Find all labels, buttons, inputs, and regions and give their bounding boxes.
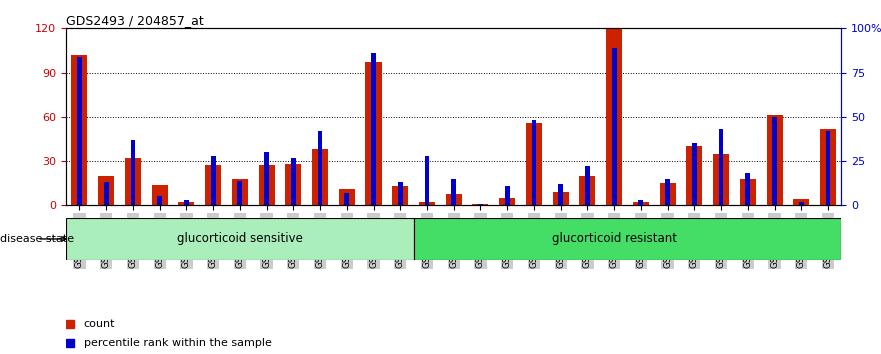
Bar: [611, 48, 617, 205]
Bar: [344, 193, 349, 205]
Text: glucorticoid sensitive: glucorticoid sensitive: [177, 233, 303, 245]
Bar: [526, 123, 542, 205]
Bar: [77, 57, 82, 205]
Bar: [98, 176, 115, 205]
Bar: [580, 176, 596, 205]
Bar: [66, 218, 413, 260]
Bar: [238, 181, 242, 205]
Bar: [766, 115, 782, 205]
Bar: [130, 140, 136, 205]
Bar: [446, 194, 462, 205]
Bar: [258, 166, 275, 205]
Text: GDS2493 / 204857_at: GDS2493 / 204857_at: [66, 14, 204, 27]
Bar: [451, 179, 456, 205]
Bar: [184, 200, 189, 205]
Bar: [178, 202, 195, 205]
Bar: [585, 166, 589, 205]
Bar: [825, 131, 831, 205]
Bar: [660, 183, 676, 205]
Bar: [559, 184, 563, 205]
Bar: [392, 186, 408, 205]
Bar: [686, 146, 702, 205]
Bar: [606, 28, 622, 205]
Bar: [413, 218, 841, 260]
Bar: [339, 189, 355, 205]
Bar: [552, 192, 568, 205]
Text: percentile rank within the sample: percentile rank within the sample: [84, 338, 271, 348]
Bar: [531, 120, 537, 205]
Bar: [291, 158, 296, 205]
Bar: [104, 182, 108, 205]
Bar: [152, 185, 167, 205]
Bar: [472, 204, 488, 205]
Bar: [745, 173, 751, 205]
Bar: [719, 129, 723, 205]
Bar: [211, 156, 216, 205]
Bar: [639, 200, 643, 205]
Bar: [665, 179, 670, 205]
Bar: [772, 117, 777, 205]
Bar: [232, 179, 248, 205]
Bar: [318, 131, 322, 205]
Bar: [740, 179, 756, 205]
Bar: [285, 164, 301, 205]
Bar: [692, 143, 697, 205]
Bar: [633, 202, 649, 205]
Bar: [713, 154, 729, 205]
Bar: [425, 156, 429, 205]
Bar: [312, 149, 328, 205]
Text: count: count: [84, 319, 115, 329]
Bar: [505, 186, 509, 205]
Text: glucorticoid resistant: glucorticoid resistant: [552, 233, 677, 245]
Bar: [264, 152, 269, 205]
Bar: [398, 182, 403, 205]
Bar: [125, 158, 141, 205]
Bar: [793, 199, 810, 205]
Bar: [500, 198, 515, 205]
Bar: [478, 204, 483, 205]
Text: disease state: disease state: [0, 234, 74, 244]
Bar: [157, 196, 162, 205]
Bar: [799, 202, 803, 205]
Bar: [371, 53, 376, 205]
Bar: [366, 62, 381, 205]
Bar: [205, 166, 221, 205]
Bar: [419, 202, 435, 205]
Bar: [71, 55, 87, 205]
Bar: [820, 129, 836, 205]
